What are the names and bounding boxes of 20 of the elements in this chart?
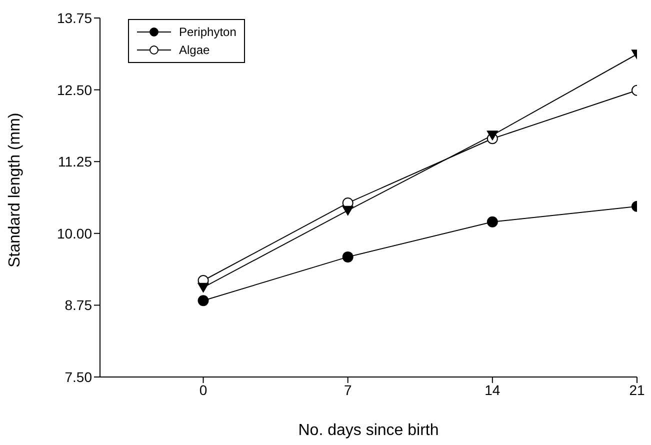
legend-label: Algae bbox=[179, 43, 210, 57]
x-tick-label: 21 bbox=[629, 382, 645, 398]
y-axis-title: Standard length (mm) bbox=[6, 112, 24, 268]
y-tick-label: 8.75 bbox=[64, 297, 92, 314]
y-tick-label: 11.25 bbox=[58, 154, 92, 170]
x-axis-title: No. days since birth bbox=[298, 422, 439, 439]
point bbox=[342, 206, 354, 216]
legend-label: Periphyton bbox=[179, 25, 236, 39]
point bbox=[486, 216, 498, 228]
point bbox=[486, 130, 498, 140]
point bbox=[198, 282, 209, 292]
y-tick-label: 7.50 bbox=[64, 368, 92, 385]
point bbox=[342, 251, 354, 262]
y-tick-label: 12.50 bbox=[56, 82, 92, 98]
y-tick-label: 10.00 bbox=[56, 225, 92, 242]
point bbox=[198, 295, 209, 306]
x-tick-label: 7 bbox=[344, 382, 352, 398]
x-tick-label: 0 bbox=[199, 382, 208, 398]
x-tick-label: 14 bbox=[484, 382, 500, 398]
y-tick-label: 13.75 bbox=[56, 10, 92, 26]
